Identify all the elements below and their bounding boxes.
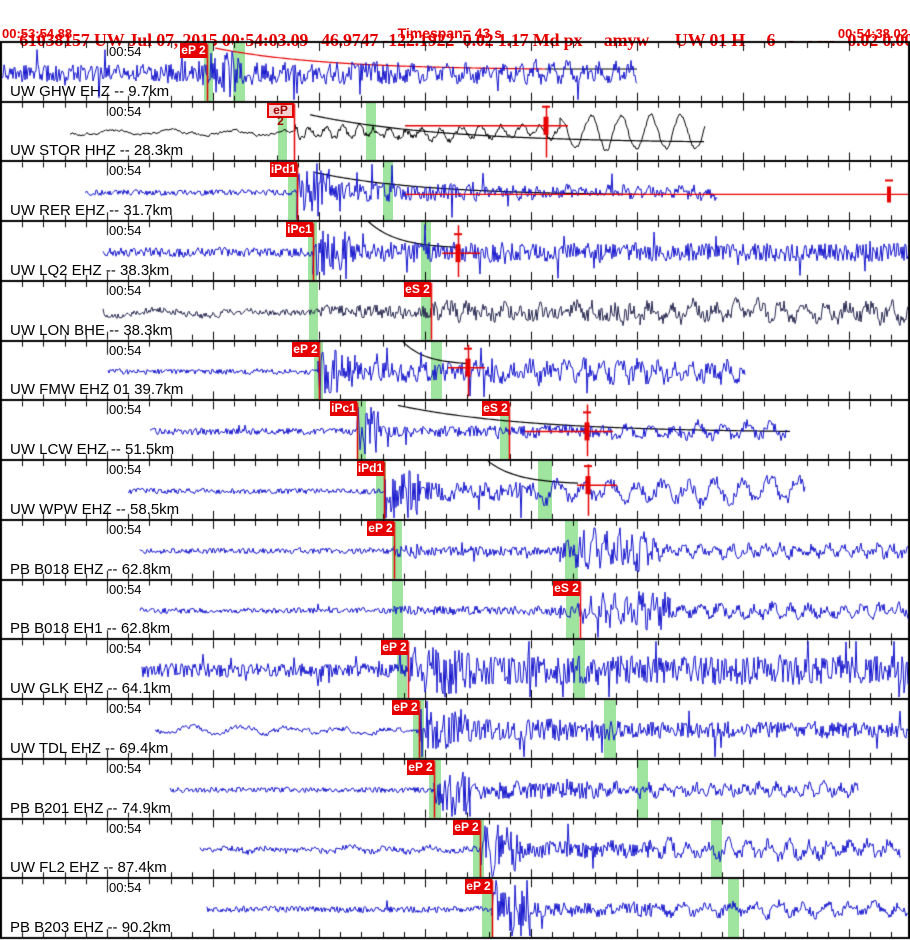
predicted-phase-window [573, 640, 585, 699]
station-channel-label: UW RER EHZ -- 31.7km [10, 202, 173, 220]
predicted-phase-window [233, 43, 245, 101]
minute-tick-label: 00:54 [109, 701, 142, 717]
minute-tick-label: 00:54 [109, 820, 142, 836]
minute-tick-label: 00:54 [109, 641, 142, 657]
trace-row[interactable]: 00:54 PB B018 EH1 -- 62.8km eS 2 [0, 580, 910, 640]
minute-tick-label: 00:54 [109, 521, 142, 537]
phase-pick-flag[interactable]: eP 2 [367, 520, 394, 536]
phase-pick-flag[interactable]: iPc1 [286, 222, 313, 238]
trace-row[interactable]: 00:54 UW LQ2 EHZ -- 38.3km iPc1 [0, 221, 910, 281]
phase-pick-flag[interactable]: eS 2 [553, 580, 580, 596]
minute-tick-label: 00:54 [109, 223, 142, 239]
window-start-time: 00:53:54.88 [2, 26, 73, 41]
trace-row[interactable]: 00:54 UW WPW EHZ -- 58.5km iPd1 [0, 460, 910, 520]
trace-row[interactable]: 00:54 PB B018 EHZ -- 62.8km eP 2 [0, 520, 910, 580]
minute-tick-label: 00:54 [109, 880, 142, 896]
trace-row[interactable]: 00:54 UW STOR HHZ -- 28.3km eP 2 [0, 102, 910, 162]
station-channel-label: UW TDL EHZ -- 69.4km [10, 739, 169, 757]
minute-tick-label: 00:54 [109, 462, 142, 478]
minute-tick-label: 00:54 [109, 402, 142, 418]
predicted-phase-window [565, 520, 578, 579]
timespan-label: Timespan= 43 s [397, 25, 502, 41]
predicted-phase-window [392, 580, 403, 639]
station-channel-label: UW LQ2 EHZ -- 38.3km [10, 261, 170, 279]
predicted-phase-window [637, 759, 648, 818]
predicted-phase-window [711, 819, 722, 878]
time-axis-header: 00:53:54.88 Timespan= 43 s 00:54:38.02 [0, 26, 910, 42]
trace-row[interactable]: 00:54 PB B201 EHZ -- 74.9km eP 2 [0, 759, 910, 819]
predicted-phase-window [538, 461, 552, 519]
station-channel-label: UW GLK EHZ -- 64.1km [10, 680, 171, 698]
predicted-phase-window [728, 879, 739, 937]
phase-pick-flag[interactable]: eP 2 [292, 341, 319, 357]
minute-tick-label: 00:54 [109, 760, 142, 776]
phase-pick-flag[interactable]: iPd1 [357, 461, 384, 477]
minute-tick-label: 00:54 [109, 103, 142, 119]
trace-row[interactable]: 00:54 UW GLK EHZ -- 64.1km eP 2 [0, 639, 910, 699]
station-channel-label: UW LON BHE -- 38.3km [10, 321, 173, 339]
window-end-time: 00:54:38.02 [837, 26, 908, 41]
minute-tick-label: 00:54 [109, 282, 142, 298]
trace-row[interactable]: 00:54 UW LCW EHZ -- 51.5km iPc1 eS 2 [0, 400, 910, 460]
station-channel-label: UW FL2 EHZ -- 87.4km [10, 859, 167, 877]
minute-tick-label: 00:54 [109, 342, 142, 358]
station-channel-label: PB B018 EH1 -- 62.8km [10, 620, 171, 638]
phase-pick-flag[interactable]: eP 2 [453, 819, 480, 835]
station-channel-label: UW GHW EHZ -- 9.7km [10, 82, 170, 100]
station-channel-label: UW WPW EHZ -- 58.5km [10, 500, 180, 518]
trace-row[interactable]: 00:54 PB B203 EHZ -- 90.2km eP 2 [0, 878, 910, 938]
predicted-phase-window [421, 222, 431, 280]
station-channel-label: UW LCW EHZ -- 51.5km [10, 441, 175, 459]
predicted-phase-window [431, 341, 442, 400]
phase-pick-flag[interactable]: eP 2 [465, 879, 492, 895]
trace-row[interactable]: 00:54 UW FL2 EHZ -- 87.4km eP 2 [0, 819, 910, 879]
phase-pick-flag[interactable]: eP 2 [407, 759, 434, 775]
phase-pick-flag[interactable]: eP 2 [381, 640, 408, 656]
phase-pick-flag[interactable]: iPc1 [330, 401, 357, 417]
phase-pick-flag[interactable]: eS 2 [404, 281, 431, 297]
predicted-phase-window [309, 281, 318, 340]
station-channel-label: PB B018 EHZ -- 62.8km [10, 560, 171, 578]
phase-pick-flag[interactable]: eP 2 [392, 700, 419, 716]
event-header: 61038157 UW Jul 07, 2015 00:54:03.09 46.… [0, 0, 910, 50]
phase-pick-flag[interactable]: iPd1 [270, 162, 297, 178]
minute-tick-label: 00:54 [109, 163, 142, 179]
phase-pick-flag[interactable]: eP 2 [180, 43, 207, 58]
trace-row[interactable]: 00:54 UW GHW EHZ -- 9.7km eP 2 [0, 42, 910, 102]
station-channel-label: PB B201 EHZ -- 74.9km [10, 799, 171, 817]
predicted-phase-window [366, 102, 376, 161]
trace-row[interactable]: 00:54 UW RER EHZ -- 31.7km iPd1 [0, 161, 910, 221]
station-channel-label: PB B203 EHZ -- 90.2km [10, 918, 171, 936]
trace-row[interactable]: 00:54 UW LON BHE -- 38.3km eS 2 [0, 281, 910, 341]
minute-tick-label: 00:54 [109, 581, 142, 597]
predicted-phase-window [604, 700, 616, 758]
predicted-phase-window [383, 162, 393, 221]
station-channel-label: UW STOR HHZ -- 28.3km [10, 142, 184, 160]
trace-row[interactable]: 00:54 UW TDL EHZ -- 69.4km eP 2 [0, 699, 910, 759]
phase-pick-flag[interactable]: eS 2 [482, 401, 509, 417]
station-channel-label: UW FMW EHZ 01 39.7km [10, 381, 184, 399]
phase-pick-flag[interactable]: eP 2 [267, 102, 294, 127]
trace-row[interactable]: 00:54 UW FMW EHZ 01 39.7km eP 2 [0, 341, 910, 401]
predicted-phase-window [357, 401, 366, 460]
minute-tick-label: 00:54 [109, 44, 142, 59]
